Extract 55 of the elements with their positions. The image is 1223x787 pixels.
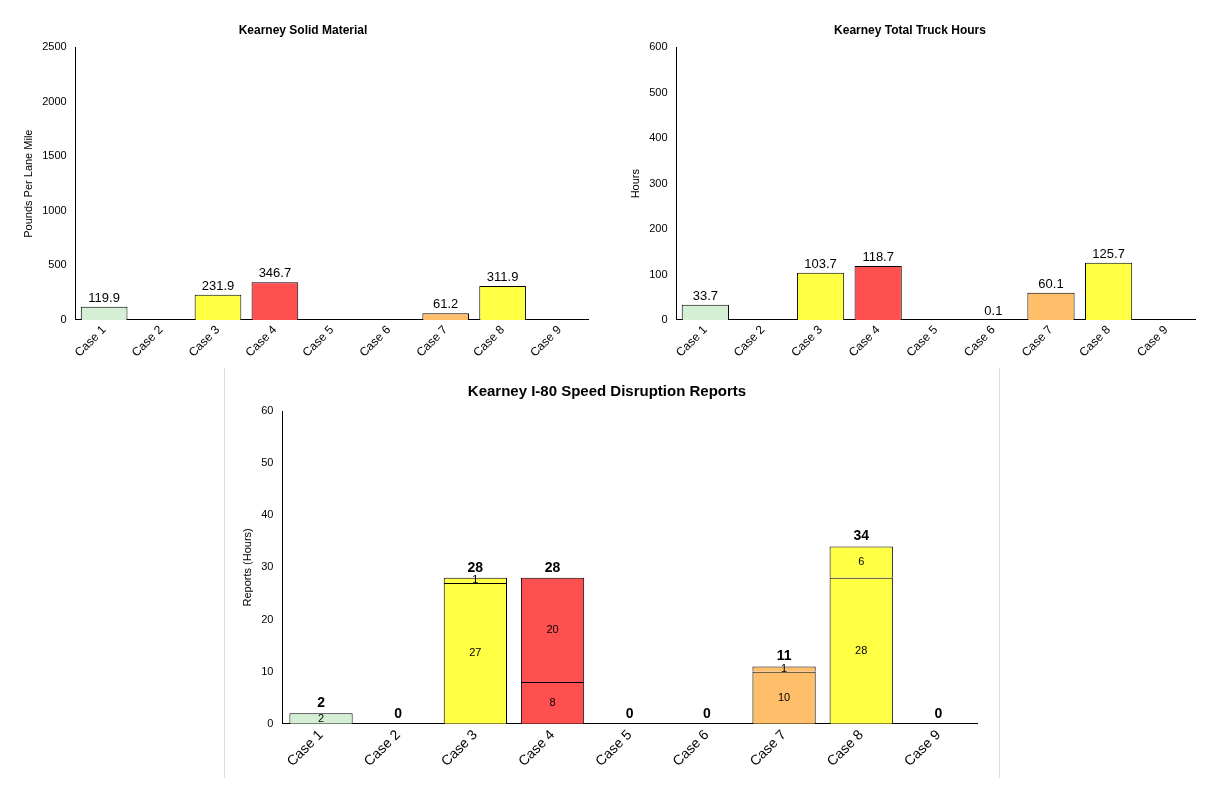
total-label: 34	[852, 527, 869, 544]
y-tick-label: 300	[649, 176, 668, 189]
data-label: 0.1	[984, 302, 1003, 318]
data-label: 231.9	[201, 277, 235, 293]
total-label: 28	[544, 558, 561, 575]
y-tick-label: 40	[260, 508, 273, 521]
data-label: 311.9	[486, 269, 519, 285]
data-label: 28	[854, 643, 867, 656]
total-label: 11	[776, 647, 792, 664]
y-tick-label: 1000	[42, 203, 67, 216]
y-tick-label: 0	[266, 716, 273, 729]
data-label: 1	[780, 662, 787, 675]
data-label: 2	[317, 711, 324, 724]
data-label: 125.7	[1092, 245, 1125, 261]
data-label: 118.7	[862, 249, 894, 265]
y-tick-label: 100	[649, 267, 668, 280]
y-axis-title: Pounds Per Lane Mile	[21, 129, 34, 238]
total-label: 0	[625, 704, 634, 721]
y-tick-label: 600	[649, 40, 668, 53]
data-label: 103.7	[804, 255, 837, 271]
y-axis-title: Hours	[628, 168, 641, 199]
y-tick-label: 200	[649, 222, 668, 235]
chart-title: Kearney Total Truck Hours	[834, 22, 987, 37]
data-label: 27	[468, 646, 481, 659]
data-label: 20	[545, 622, 559, 635]
data-label: 10	[777, 690, 790, 703]
chart-title: Kearney I-80 Speed Disruption Reports	[467, 382, 746, 400]
y-tick-label: 10	[260, 664, 273, 677]
y-axis-title: Reports (Hours)	[240, 528, 253, 607]
chart-title: Kearney Solid Material	[238, 22, 368, 37]
y-tick-label: 0	[661, 312, 668, 325]
data-label: 1	[471, 573, 478, 586]
y-tick-label: 2500	[42, 40, 67, 53]
total-label: 0	[702, 704, 711, 721]
data-label: 119.9	[88, 289, 120, 305]
data-label: 33.7	[692, 287, 719, 303]
data-label: 61.2	[433, 296, 459, 312]
data-label: 346.7	[258, 265, 292, 281]
y-tick-label: 0	[60, 312, 67, 325]
y-tick-label: 60	[260, 404, 273, 417]
y-tick-label: 400	[649, 131, 668, 144]
total-label: 2	[316, 694, 325, 711]
y-tick-label: 50	[260, 456, 273, 469]
y-tick-label: 30	[260, 560, 273, 573]
total-label: 28	[467, 558, 483, 575]
y-tick-label: 500	[649, 85, 668, 98]
data-label: 6	[857, 555, 864, 568]
data-label: 8	[548, 695, 556, 708]
y-tick-label: 20	[260, 612, 273, 625]
y-tick-label: 2000	[42, 94, 67, 107]
y-tick-label: 500	[48, 258, 67, 271]
total-label: 0	[393, 704, 402, 721]
total-label: 0	[934, 704, 943, 721]
data-label: 60.1	[1038, 275, 1064, 291]
y-tick-label: 1500	[42, 149, 67, 162]
